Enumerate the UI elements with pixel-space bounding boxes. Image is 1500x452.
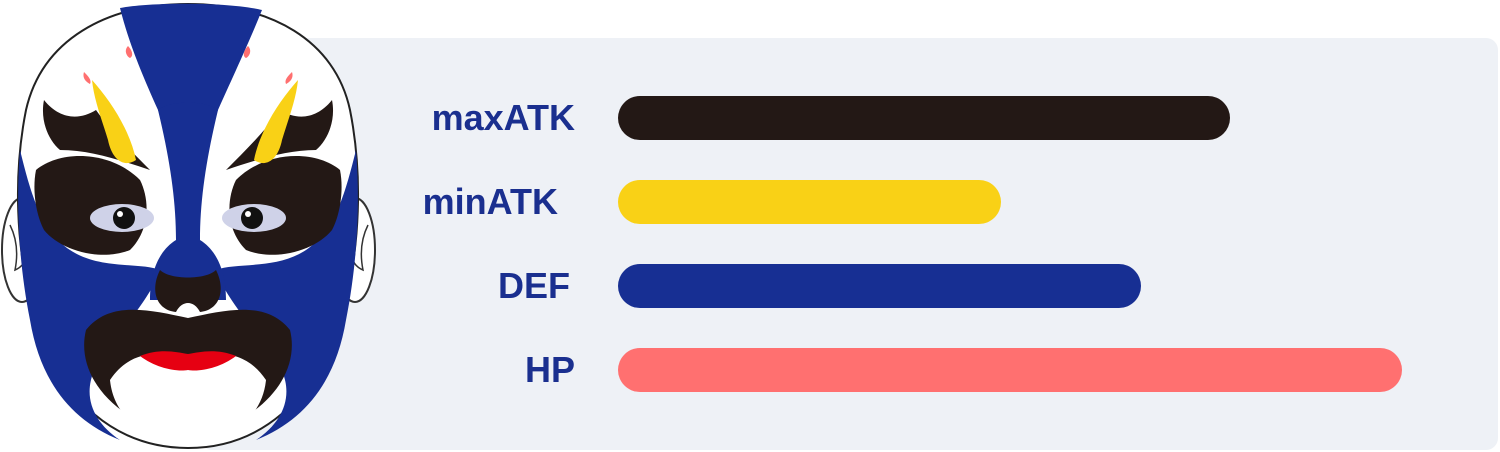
stat-row-maxatk: maxATK [380, 96, 1480, 140]
stat-bar-track [618, 180, 1468, 224]
stat-bar [618, 96, 1230, 140]
stat-label: maxATK [431, 97, 575, 138]
stat-row-def: DEF [380, 264, 1480, 308]
stat-bar [618, 180, 1001, 224]
stat-row-hp: HP [380, 348, 1480, 392]
stat-row-minatk: minATK [380, 180, 1480, 224]
stat-label: HP [524, 349, 575, 390]
stat-bar [618, 348, 1402, 392]
peking-opera-mask-icon [1, 2, 376, 450]
stat-bar-track [618, 264, 1468, 308]
stat-bar-track [618, 348, 1468, 392]
stat-bar-track [618, 96, 1468, 140]
stat-label: minATK [422, 181, 558, 222]
stat-bar [618, 264, 1141, 308]
stat-label: DEF [498, 265, 570, 306]
